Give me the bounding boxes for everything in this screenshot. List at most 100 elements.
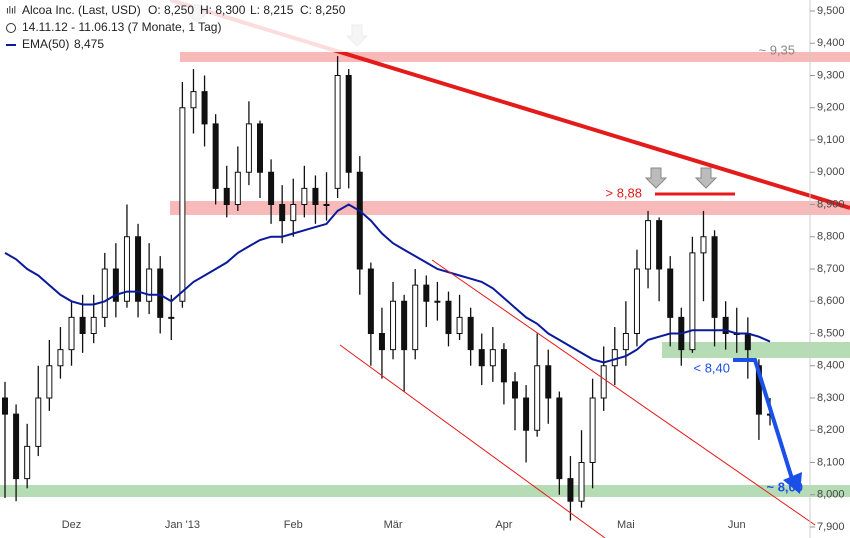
- y-tick-label: 8,000: [817, 489, 845, 501]
- candle-body: [556, 397, 563, 480]
- candle-body: [689, 252, 696, 351]
- candle-body: [489, 349, 496, 367]
- y-tick-label: 8,400: [817, 360, 845, 372]
- x-tick-label: Mai: [617, 519, 635, 531]
- candle-body: [578, 462, 585, 502]
- candle-body: [168, 316, 175, 319]
- y-tick-label: 7,900: [817, 521, 845, 533]
- candle-body: [101, 268, 108, 318]
- candle-body: [123, 236, 130, 302]
- candle-body: [711, 236, 718, 318]
- low-value: L: 8,215: [250, 3, 294, 17]
- candle-body: [722, 316, 729, 334]
- candle-body: [334, 75, 341, 189]
- candle-body: [24, 445, 31, 480]
- candle-body: [500, 349, 507, 383]
- x-tick-label: Jan '13: [165, 519, 200, 531]
- channel-line: [339, 344, 606, 538]
- instrument-name: Alcoa Inc. (Last, USD): [22, 3, 141, 17]
- candle-body: [645, 220, 652, 270]
- x-tick-label: Feb: [284, 519, 303, 531]
- plot-area: [2, 56, 773, 521]
- legend-label: EMA(50): [22, 37, 69, 51]
- candle-body: [412, 284, 419, 351]
- x-tick-label: Jun: [728, 519, 746, 531]
- y-tick-label: 9,100: [817, 134, 845, 146]
- icon: ılıl: [6, 6, 16, 17]
- support-zone: [662, 342, 850, 358]
- high-value: H: 8,300: [200, 3, 246, 17]
- candle-body: [279, 204, 286, 222]
- channel-line: [431, 259, 816, 526]
- x-tick-label: Apr: [495, 519, 512, 531]
- support-zone: [0, 485, 850, 497]
- candle-body: [268, 171, 275, 205]
- annotation: > 8,88: [605, 185, 642, 200]
- candle-body: [567, 478, 574, 502]
- candle-body: [667, 268, 674, 318]
- candle-body: [290, 204, 297, 222]
- candle-body: [512, 381, 518, 399]
- resistance-zone: [180, 52, 850, 62]
- candle-body: [46, 365, 53, 399]
- candle-body: [345, 75, 352, 173]
- candle-body: [523, 397, 530, 431]
- candle-body: [112, 268, 119, 302]
- forecast-arrow: [733, 358, 795, 483]
- y-tick-label: 8,500: [817, 327, 845, 339]
- candle-body: [445, 300, 452, 334]
- candle-body: [157, 268, 164, 318]
- header-bg: [0, 0, 380, 52]
- candle-body: [2, 397, 8, 415]
- candle-body: [190, 91, 197, 109]
- candle-body: [79, 316, 86, 334]
- y-tick-label: 9,000: [817, 166, 845, 178]
- legend-value: 8,475: [74, 37, 104, 51]
- y-tick-label: 9,500: [817, 5, 845, 17]
- candle-body: [423, 284, 430, 302]
- candle-body: [13, 413, 20, 480]
- candle-body: [456, 316, 463, 334]
- candle-body: [390, 300, 397, 351]
- candle-body: [35, 397, 42, 447]
- annotation: ~ 9,35: [758, 42, 795, 57]
- candle-body: [312, 187, 319, 205]
- arrow-head: [783, 472, 802, 494]
- candle-body: [301, 187, 308, 205]
- candle-body: [700, 236, 707, 254]
- candle-body: [434, 300, 441, 303]
- close-value: C: 8,250: [300, 3, 346, 17]
- y-tick-label: 8,100: [817, 456, 845, 468]
- y-tick-label: 8,300: [817, 392, 845, 404]
- candle-body: [90, 316, 97, 334]
- y-tick-label: 8,800: [817, 231, 845, 243]
- candle-body: [744, 333, 751, 351]
- candle-body: [611, 349, 618, 367]
- candle-body: [257, 123, 263, 173]
- y-tick-label: 9,400: [817, 37, 845, 49]
- candle-body: [367, 268, 374, 334]
- open-value: O: 8,250: [148, 3, 194, 17]
- candle-body: [212, 123, 219, 189]
- candle-body: [57, 349, 64, 367]
- candle-body: [323, 204, 330, 206]
- y-tick-label: 9,200: [817, 102, 845, 114]
- annotation: ~ 8,00: [766, 479, 803, 494]
- candle-body: [356, 171, 363, 270]
- ema-line: [4, 203, 771, 364]
- y-tick-label: 8,900: [817, 198, 845, 210]
- candle-body: [545, 365, 552, 399]
- candle-body: [600, 365, 607, 399]
- resistance-zone: [170, 201, 850, 215]
- candle-body: [401, 300, 408, 351]
- period: 14.11.12 - 11.06.13 (7 Monate, 1 Tag): [22, 20, 221, 34]
- y-tick-label: 9,300: [817, 69, 845, 81]
- x-tick-label: Mär: [384, 519, 403, 531]
- candle-body: [179, 107, 186, 302]
- candle-body: [234, 171, 241, 205]
- candle-body: [223, 187, 230, 205]
- y-tick-label: 8,600: [817, 295, 845, 307]
- clock-icon: [6, 23, 16, 33]
